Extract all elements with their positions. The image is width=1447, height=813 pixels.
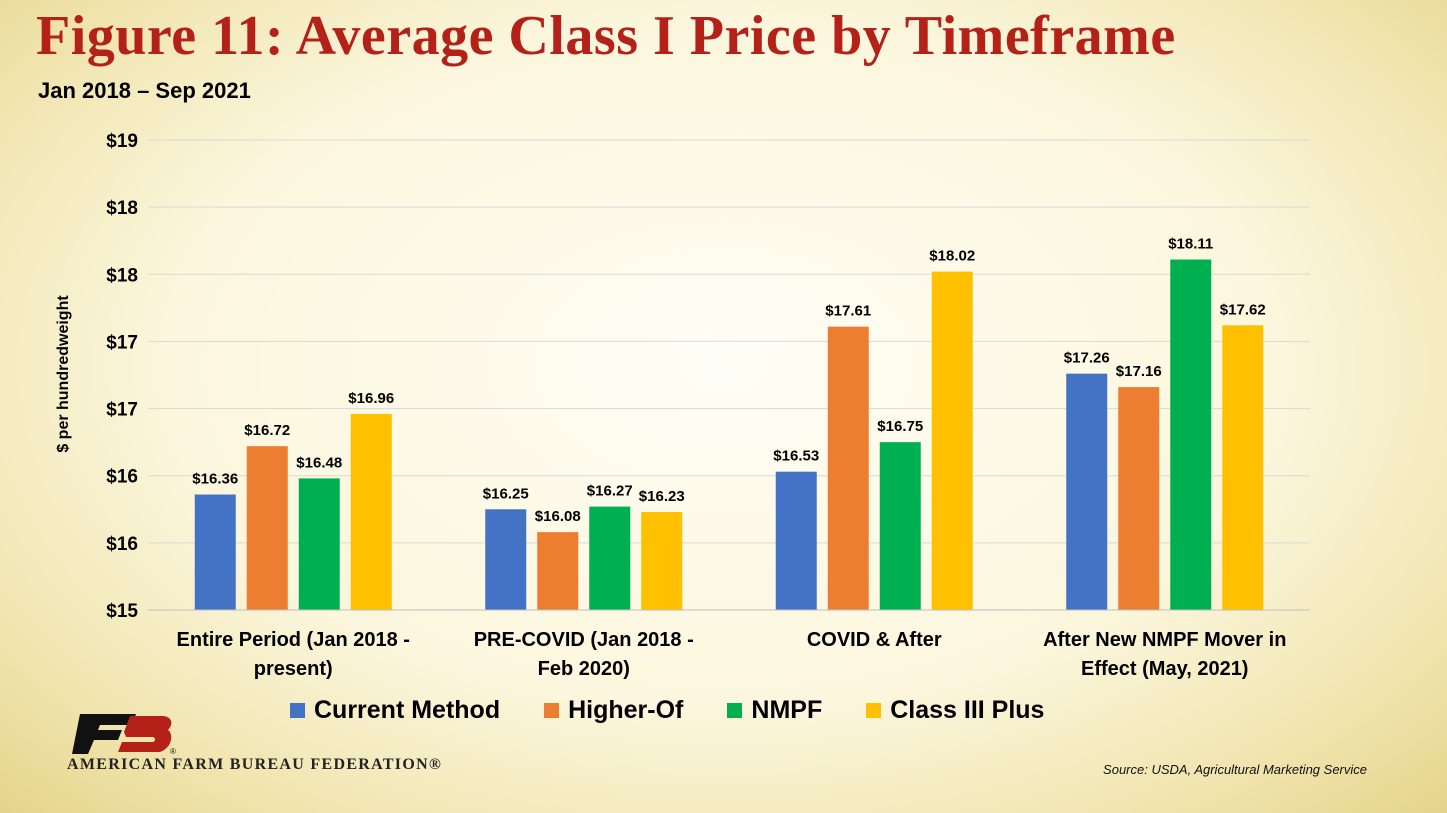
data-label: $16.36 bbox=[192, 471, 238, 488]
y-tick-label: $17 bbox=[106, 332, 138, 353]
y-axis-label: $ per hundredweight bbox=[55, 295, 72, 453]
x-tick-label: Entire Period (Jan 2018 - bbox=[177, 629, 410, 651]
chart-subtitle: Jan 2018 – Sep 2021 bbox=[38, 78, 251, 103]
chart-title: Figure 11: Average Class I Price by Time… bbox=[36, 5, 1176, 67]
source-note: Source: USDA, Agricultural Marketing Ser… bbox=[1103, 762, 1367, 777]
data-label: $16.72 bbox=[244, 422, 290, 439]
data-label: $16.48 bbox=[296, 454, 342, 471]
chart-legend: Current Method Higher-Of NMPF Class III … bbox=[290, 696, 1088, 725]
x-tick-label: After New NMPF Mover in bbox=[1043, 629, 1286, 651]
y-tick-label: $17 bbox=[106, 400, 138, 421]
data-label: $16.96 bbox=[348, 390, 394, 407]
bar bbox=[775, 471, 817, 610]
bar bbox=[827, 326, 869, 610]
legend-swatch bbox=[727, 703, 743, 718]
x-tick-label: PRE-COVID (Jan 2018 - bbox=[474, 629, 694, 651]
x-tick-label: Effect (May, 2021) bbox=[1081, 658, 1248, 680]
gridlines bbox=[148, 139, 1310, 611]
data-label: $16.25 bbox=[483, 485, 529, 502]
legend-item-current-method: Current Method bbox=[290, 696, 500, 725]
bar bbox=[641, 511, 683, 610]
bar-chart: $15 $16 $16 $17 $17 $18 $18 $19 $ per hundredwe… bbox=[55, 131, 1310, 680]
y-axis-ticks: $15 $16 $16 $17 $17 $18 $18 $19 bbox=[106, 131, 138, 622]
logo-text: FB bbox=[66, 712, 68, 713]
farm-bureau-logo: ® FB bbox=[66, 712, 176, 756]
data-label: $17.62 bbox=[1220, 301, 1266, 318]
bars bbox=[194, 259, 1264, 610]
data-label: $17.26 bbox=[1064, 350, 1110, 367]
data-label: $17.16 bbox=[1116, 363, 1162, 380]
data-labels: $16.36 $16.72 $16.48 $16.96 $16.25 $16.08 $16.… bbox=[192, 236, 1265, 526]
bar bbox=[1170, 259, 1212, 610]
data-label: $18.02 bbox=[929, 248, 975, 265]
y-tick-label: $16 bbox=[106, 467, 138, 488]
legend-label: NMPF bbox=[751, 696, 823, 724]
bar bbox=[1222, 325, 1264, 610]
data-label: $16.75 bbox=[877, 418, 923, 435]
bar bbox=[1118, 387, 1160, 610]
legend-swatch bbox=[544, 703, 560, 718]
x-tick-label: present) bbox=[254, 658, 333, 680]
organization-name: AMERICAN FARM BUREAU FEDERATION® bbox=[67, 756, 443, 773]
y-tick-label: $15 bbox=[106, 601, 138, 622]
legend-item-higher-of: Higher-Of bbox=[544, 696, 683, 725]
data-label: $16.23 bbox=[639, 488, 685, 505]
data-label: $16.08 bbox=[535, 508, 581, 525]
bar bbox=[246, 446, 288, 610]
data-label: $17.61 bbox=[825, 303, 871, 320]
data-label: $18.11 bbox=[1168, 236, 1213, 253]
y-tick-label: $19 bbox=[106, 131, 138, 152]
bar bbox=[350, 413, 392, 610]
bar bbox=[485, 509, 527, 610]
bar bbox=[589, 506, 631, 610]
data-label: $16.53 bbox=[773, 448, 819, 465]
legend-item-class-iii-plus: Class III Plus bbox=[866, 696, 1044, 725]
bar bbox=[194, 494, 236, 610]
x-tick-label: COVID & After bbox=[807, 629, 942, 651]
bar bbox=[931, 271, 973, 610]
y-tick-label: $18 bbox=[106, 265, 138, 286]
legend-label: Current Method bbox=[314, 696, 501, 724]
legend-item-nmpf: NMPF bbox=[727, 696, 822, 725]
bar bbox=[537, 532, 579, 610]
x-tick-label: Feb 2020) bbox=[538, 658, 630, 680]
legend-label: Class III Plus bbox=[890, 696, 1045, 724]
legend-swatch bbox=[866, 703, 882, 718]
y-tick-label: $18 bbox=[106, 198, 138, 219]
legend-label: Higher-Of bbox=[568, 696, 684, 724]
bar bbox=[1066, 373, 1108, 610]
y-tick-label: $16 bbox=[106, 534, 138, 555]
svg-text:®: ® bbox=[170, 747, 176, 756]
bar bbox=[298, 478, 340, 610]
legend-swatch bbox=[290, 703, 305, 718]
bar bbox=[879, 442, 921, 610]
data-label: $16.27 bbox=[587, 483, 633, 500]
x-axis-ticks: Entire Period (Jan 2018 - present) PRE-COV… bbox=[177, 629, 1287, 680]
